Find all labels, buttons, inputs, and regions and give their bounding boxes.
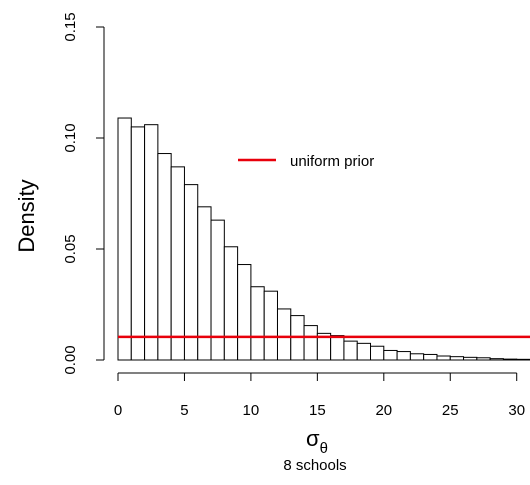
histogram-bar: [263, 290, 278, 361]
histogram-bar: [170, 166, 185, 361]
histogram-bar: [223, 246, 239, 361]
histogram-bar: [516, 358, 530, 361]
chart-subtitle: 8 schools: [283, 457, 346, 474]
x-tick-label: 15: [309, 402, 326, 419]
x-axis: 0 5 10 15 20 25 30: [114, 372, 525, 419]
x-tick-label: 20: [375, 402, 392, 419]
histogram-bar: [303, 325, 318, 361]
histogram-bar: [502, 358, 518, 361]
y-tick-label: 0.00: [62, 345, 79, 374]
histogram-bar: [449, 356, 465, 361]
histogram-bar: [183, 184, 199, 361]
x-axis-title: σθ: [306, 426, 328, 457]
histogram-bar: [250, 286, 265, 361]
histogram-bar: [144, 124, 159, 361]
y-tick-label: 0.10: [62, 123, 79, 152]
histogram-bar: [409, 353, 425, 361]
x-tick-label: 10: [243, 402, 260, 419]
x-tick-label: 5: [180, 402, 188, 419]
histogram-bar: [343, 340, 358, 361]
histogram-bar: [117, 117, 132, 361]
histogram-bar: [157, 153, 172, 361]
histogram-bar: [423, 353, 438, 361]
y-tick-label: 0.05: [62, 234, 79, 263]
x-tick-label: 25: [442, 402, 459, 419]
histogram-bar: [210, 219, 225, 361]
y-tick-label: 0.15: [62, 12, 79, 41]
histogram-bar: [476, 357, 491, 361]
histogram-bar: [436, 355, 451, 361]
histogram-bar: [370, 345, 385, 361]
histogram-bar: [489, 358, 504, 361]
x-axis-title-symbol: σ: [306, 426, 320, 451]
x-axis-title-subscript: θ: [320, 440, 328, 457]
histogram-bar: [276, 308, 292, 361]
histogram-bar: [396, 351, 411, 361]
histogram-bar: [356, 342, 372, 361]
histogram-bar: [330, 335, 345, 361]
histogram-bar: [463, 356, 478, 361]
histogram-bars: [117, 117, 530, 361]
y-axis-title: Density: [14, 179, 39, 252]
histogram-bar: [237, 264, 252, 361]
histogram-bar: [383, 349, 398, 361]
x-tick-label: 0: [114, 402, 122, 419]
legend: uniform prior: [238, 153, 374, 170]
y-axis: 0.00 0.05 0.10 0.15: [62, 12, 105, 375]
histogram-bar: [130, 126, 146, 361]
x-tick-label: 30: [508, 402, 525, 419]
legend-label-uniform-prior: uniform prior: [290, 153, 374, 170]
